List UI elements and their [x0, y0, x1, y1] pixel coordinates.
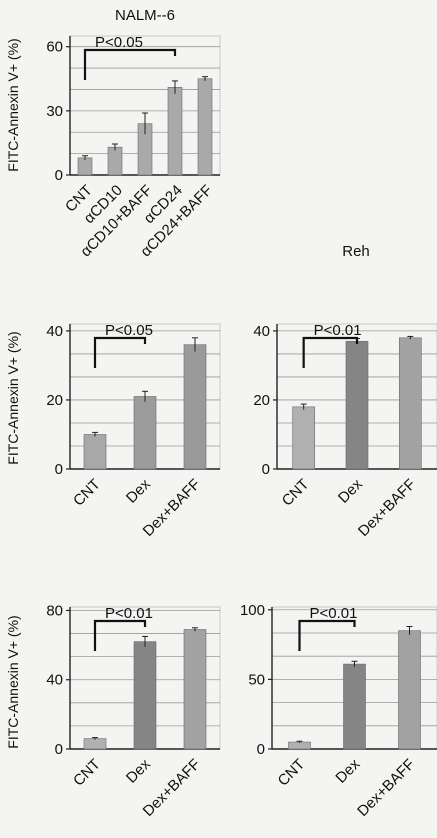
y-tick-label: 40 — [46, 672, 63, 689]
bar — [133, 396, 157, 470]
bar — [133, 641, 157, 750]
y-tick-label: 20 — [46, 392, 63, 409]
bar — [288, 741, 311, 750]
bar — [345, 340, 369, 470]
y-tick-label: 0 — [257, 741, 265, 758]
chart-1: 03060CNTαCD10αCD10+BAFFαCD24αCD24+BAFFP<… — [5, 7, 221, 260]
category-label: CNT — [70, 756, 104, 790]
bar — [107, 146, 123, 176]
chart-title: NALM--6 — [115, 7, 175, 24]
category-label: CNT — [279, 476, 313, 510]
significance-bracket — [93, 619, 147, 651]
category-label: CNT — [275, 756, 309, 790]
y-tick-label: 80 — [46, 602, 63, 619]
y-tick-label: 0 — [55, 741, 63, 758]
p-value-label: P<0.01 — [105, 605, 153, 622]
y-axis-label: FITC-Annexin V+ (%) — [5, 615, 21, 748]
p-value-label: P<0.05 — [95, 34, 143, 51]
bar — [83, 738, 107, 750]
significance-bracket — [93, 336, 147, 368]
y-tick-label: 40 — [253, 323, 270, 340]
y-tick-label: 20 — [253, 392, 270, 409]
bar — [197, 78, 213, 176]
category-label: Dex+BAFF — [355, 476, 419, 540]
bar — [183, 629, 207, 750]
category-label: Dex — [335, 475, 366, 506]
y-tick-label: 100 — [240, 602, 265, 619]
bar — [167, 87, 183, 176]
significance-bracket — [302, 336, 359, 368]
bar — [183, 344, 207, 470]
y-tick-label: 0 — [262, 461, 270, 478]
y-tick-label: 0 — [55, 167, 63, 184]
category-label: Dex+BAFF — [354, 756, 418, 820]
y-tick-label: 0 — [55, 461, 63, 478]
y-tick-label: 30 — [46, 103, 63, 120]
bar — [399, 337, 422, 470]
bar — [398, 630, 421, 750]
p-value-label: P<0.01 — [310, 605, 358, 622]
y-tick-label: 60 — [46, 39, 63, 56]
significance-bracket — [83, 48, 177, 80]
category-label: Dex — [332, 755, 363, 786]
bar — [292, 406, 315, 470]
significance-bracket — [298, 619, 356, 651]
y-tick-label: 50 — [248, 671, 265, 688]
p-value-label: P<0.05 — [105, 322, 153, 339]
bar — [77, 157, 93, 176]
bar — [343, 663, 366, 750]
y-axis-label: FITC-Annexin V+ (%) — [5, 331, 21, 464]
category-label: CNT — [70, 476, 104, 510]
category-label: Dex — [123, 475, 154, 506]
p-value-label: P<0.01 — [314, 322, 362, 339]
bar — [83, 434, 107, 470]
chart-title: Reh — [342, 243, 370, 260]
category-label: Dex — [123, 755, 154, 786]
y-axis-label: FITC-Annexin V+ (%) — [5, 38, 21, 171]
y-tick-label: 40 — [46, 323, 63, 340]
